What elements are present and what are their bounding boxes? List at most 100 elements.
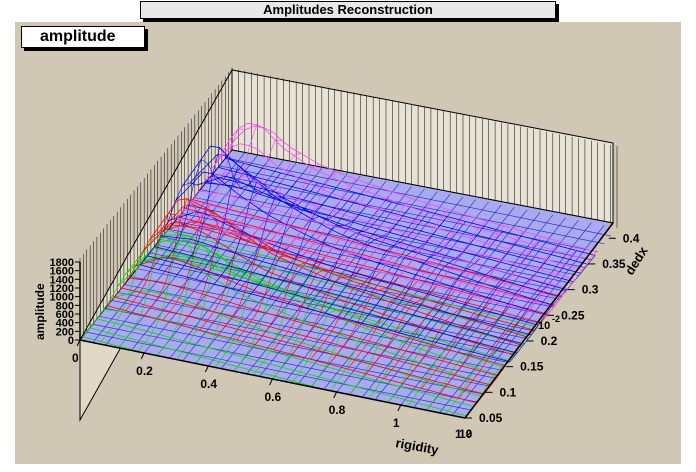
x-tick — [333, 391, 338, 399]
series-1-line — [139, 158, 226, 265]
z-tick-label: 1800 — [50, 257, 74, 269]
x-tick-label: 1 — [393, 416, 400, 430]
series-1-line — [380, 221, 466, 329]
series-2-line — [144, 198, 230, 316]
z-tick-label: 1200 — [50, 283, 74, 295]
series-0-line — [343, 191, 394, 263]
series-0-line — [546, 251, 597, 316]
series-0-line — [232, 139, 283, 234]
x-end-label: 1 — [455, 427, 462, 441]
series-0-line — [528, 246, 579, 311]
x-axis-label: rigidity — [394, 435, 440, 457]
series-1-line — [435, 235, 522, 343]
series-0-line — [306, 179, 357, 253]
z-tick-label: 0 — [68, 335, 74, 347]
floor-grid-line — [193, 197, 580, 276]
series-1-line — [232, 182, 318, 290]
x-tick-label: 0.6 — [265, 390, 282, 404]
series-1-line — [287, 197, 374, 304]
series-1-line — [417, 231, 503, 338]
window-title: Amplitudes Reconstruction — [140, 1, 556, 19]
series-0-line — [287, 171, 338, 248]
series-0-line — [195, 128, 246, 224]
x-exponent-power: 2 — [466, 429, 472, 440]
y-exponent-power: -2 — [552, 314, 560, 324]
x-tick-label: 0 — [72, 351, 79, 365]
series-0-line — [250, 153, 301, 239]
y-axis-label: dedx — [622, 243, 651, 277]
series-layer — [82, 122, 597, 419]
z-tick-label: 600 — [56, 309, 74, 321]
series-0-line — [417, 215, 468, 282]
z-tick-label: 200 — [56, 326, 74, 338]
z-tick-label: 1400 — [50, 274, 74, 286]
y-exponent-label: 10 — [538, 320, 550, 332]
y-tick-label: 0.35 — [602, 257, 626, 271]
series-0-line — [509, 241, 560, 307]
series-0-mesh — [176, 122, 597, 316]
series-0-line — [454, 225, 505, 292]
series-1-line — [158, 158, 245, 270]
x-tick-label: 0.2 — [136, 364, 153, 378]
y-axis-line — [464, 222, 614, 419]
x-tick — [204, 365, 209, 373]
series-1-line — [509, 255, 596, 362]
z-tick-label: 1600 — [50, 266, 74, 278]
series-1-line — [343, 211, 429, 319]
y-tick-label: 0.4 — [623, 231, 640, 245]
series-2-line — [199, 223, 286, 331]
y-tick-label: 0.25 — [561, 308, 585, 322]
y-tick-label: 0.1 — [500, 385, 517, 399]
series-1-line — [491, 250, 577, 358]
z-tick-label: 800 — [56, 300, 74, 312]
series-1-line — [454, 240, 540, 348]
series-1-line — [269, 192, 355, 299]
y-ticks: 0.05 0.10.15 0.20.25 0.30.35 0.4 — [465, 231, 640, 425]
series-1-line — [176, 147, 263, 275]
x-tick — [140, 352, 145, 360]
series-2-line — [162, 207, 249, 321]
floor-grid-line — [124, 284, 510, 363]
z-axis-label: amplitude — [33, 283, 47, 340]
y-tick-label: 0.2 — [541, 334, 558, 348]
series-1-line — [361, 216, 448, 324]
series-0-line — [380, 203, 431, 273]
x-tick-label: 0.4 — [200, 377, 217, 391]
floor-grid-line — [130, 276, 516, 355]
series-1-line — [306, 201, 392, 309]
series-0-line — [361, 198, 412, 268]
series-1-line — [195, 165, 281, 280]
floor-grid-line — [168, 228, 554, 308]
floor-grid-line — [117, 292, 504, 371]
series-1-line — [472, 245, 559, 353]
z-tick-label: 1000 — [50, 292, 74, 304]
floor-grid-line — [225, 157, 611, 237]
x-tick — [397, 404, 402, 412]
x-tick — [269, 378, 273, 386]
floor-grid-line — [92, 323, 478, 403]
floor-grid-line — [219, 165, 605, 245]
series-0-line — [435, 220, 486, 287]
floor-grid-line — [200, 189, 586, 268]
z-tick-label: 400 — [56, 318, 74, 330]
series-2-line — [125, 204, 212, 311]
y-tick-label: 0.15 — [520, 360, 544, 374]
x-tick — [76, 339, 81, 347]
series-0-line — [176, 149, 228, 219]
floor-grid-line — [98, 315, 485, 395]
y-tick-label: 0.05 — [479, 411, 503, 425]
series-0-line — [213, 124, 264, 229]
y-tick-label: 0.3 — [582, 283, 599, 297]
series-0-line — [269, 163, 320, 244]
series-0-line — [472, 231, 523, 297]
stat-box: amplitude — [21, 26, 145, 48]
series-1-line — [398, 226, 485, 333]
x-tick-label: 0.8 — [329, 403, 346, 417]
series-1-line — [324, 206, 411, 314]
series-0-line — [491, 236, 542, 302]
x-exponent-label: 10 — [459, 427, 473, 441]
x-ticks: 0 0.2 0.4 0.6 0.8 1 — [72, 339, 402, 430]
series-0-line — [324, 185, 375, 258]
